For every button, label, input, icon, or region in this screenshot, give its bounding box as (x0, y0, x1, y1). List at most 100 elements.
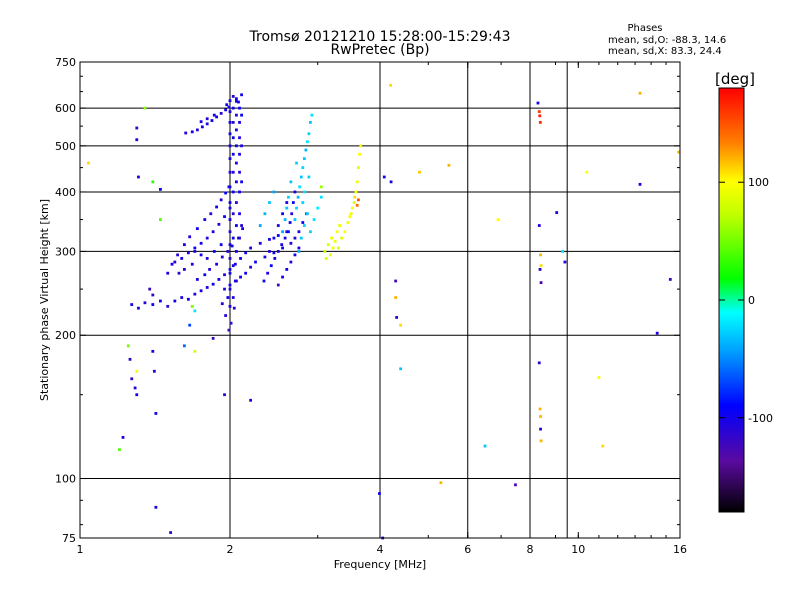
data-point (358, 152, 361, 156)
x-tick-label: 10 (571, 543, 585, 556)
data-point (276, 224, 280, 227)
data-point (289, 241, 293, 245)
data-point (350, 206, 354, 210)
data-point (133, 386, 137, 390)
data-point (188, 323, 192, 327)
data-point (217, 222, 221, 226)
data-point (655, 331, 659, 335)
data-point (228, 170, 232, 174)
data-point (238, 170, 241, 174)
data-point (307, 132, 311, 136)
data-point (231, 190, 235, 194)
y-tick-label: 300 (55, 245, 76, 258)
data-point (285, 268, 289, 271)
colorbar-label: [deg] (715, 70, 755, 88)
data-point (135, 393, 139, 397)
grid-lines (80, 62, 680, 538)
data-point (126, 344, 130, 348)
data-point (137, 175, 140, 179)
data-point (233, 262, 237, 266)
data-point (297, 230, 301, 234)
data-point (190, 304, 194, 308)
data-point (336, 246, 340, 250)
data-point (312, 218, 316, 221)
y-tick-label: 400 (55, 186, 76, 199)
data-point (215, 205, 219, 209)
data-point (234, 113, 238, 117)
data-point (234, 99, 238, 103)
data-point (330, 236, 334, 240)
data-point (193, 246, 197, 250)
data-point (209, 212, 213, 216)
x-tick-label: 16 (673, 543, 687, 556)
data-point (130, 377, 134, 381)
data-point (238, 236, 241, 240)
axis-ticks: 1 2 4 6 8 10 16 75 100 200 300 400 500 600 750 (55, 56, 687, 556)
legend-line-x: mean, sd,X: 83.3, 24.4 (608, 46, 722, 57)
data-point (563, 260, 567, 264)
data-point (227, 328, 231, 332)
data-point (137, 306, 140, 310)
data-point (289, 260, 293, 264)
data-point (224, 191, 228, 195)
data-point (399, 367, 403, 371)
data-point (211, 282, 215, 286)
data-point (199, 120, 203, 124)
data-point (231, 296, 235, 299)
data-point (234, 224, 238, 227)
data-point (304, 148, 308, 152)
data-point (238, 212, 241, 216)
data-point (205, 122, 209, 126)
data-point (193, 349, 197, 353)
data-point (229, 321, 233, 325)
data-point (299, 175, 303, 179)
data-point (234, 97, 238, 101)
colorbar-tick-label: 100 (748, 176, 769, 189)
data-point (272, 236, 276, 240)
data-point (184, 131, 188, 135)
data-point (299, 236, 303, 240)
chart-title: Tromsø 20121210 15:28:00-15:29:43 (249, 29, 511, 45)
data-point (234, 279, 238, 283)
data-point (354, 190, 358, 194)
data-point (228, 304, 232, 308)
data-point (211, 230, 215, 234)
data-point (338, 224, 342, 227)
data-point (228, 185, 232, 189)
data-point (180, 296, 184, 299)
data-point (231, 106, 235, 110)
data-point (241, 227, 245, 231)
data-point (231, 264, 235, 268)
data-point (166, 304, 170, 308)
data-point (228, 287, 232, 291)
data-point (232, 306, 236, 310)
data-point (159, 187, 162, 191)
data-point (290, 212, 294, 216)
data-point (306, 140, 309, 144)
data-point (283, 218, 287, 221)
legend-title: Phases (627, 23, 662, 34)
data-point (128, 357, 132, 361)
data-point (309, 120, 312, 124)
data-point (538, 114, 542, 118)
data-point (238, 152, 241, 156)
legend-line-o: mean, sd,O: -88.3, 14.6 (608, 35, 726, 46)
y-tick-label: 100 (55, 473, 76, 486)
data-point (244, 251, 248, 255)
x-tick-label: 6 (464, 543, 471, 556)
data-point (228, 230, 232, 234)
data-point (195, 128, 199, 132)
data-point (323, 250, 327, 253)
data-point (353, 195, 357, 199)
data-point (199, 241, 203, 245)
data-point (561, 250, 564, 253)
data-point (297, 250, 301, 253)
data-point (228, 110, 232, 114)
data-point (210, 119, 214, 122)
data-point (228, 283, 232, 287)
data-point (224, 108, 228, 112)
y-tick-label: 750 (55, 56, 76, 69)
data-point (281, 246, 284, 250)
data-point (439, 481, 443, 485)
data-point (231, 170, 235, 174)
